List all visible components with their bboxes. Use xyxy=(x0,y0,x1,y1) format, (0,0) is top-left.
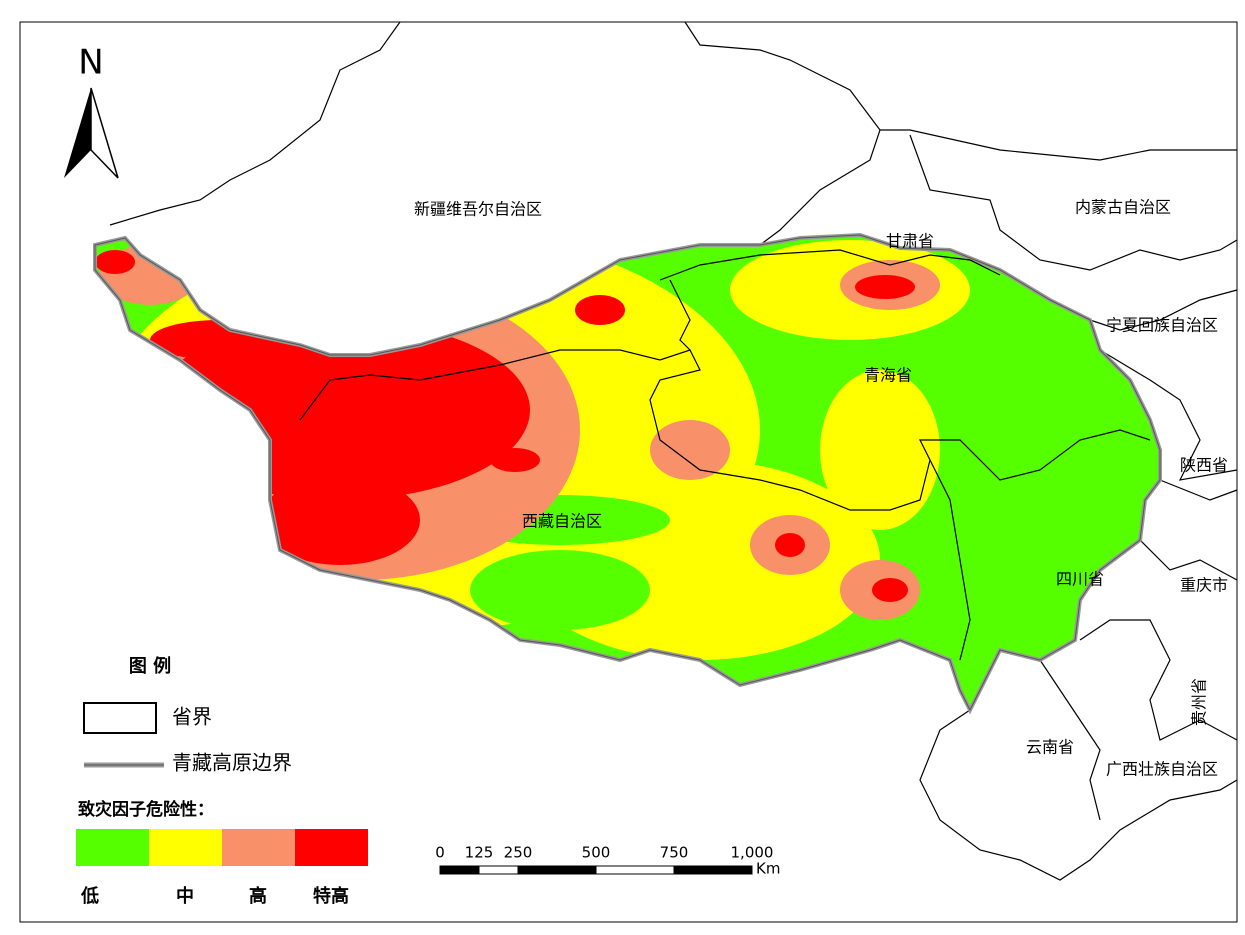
region-label: 内蒙古自治区 xyxy=(1075,198,1171,217)
region-label: 新疆维吾尔自治区 xyxy=(414,200,542,219)
legend-level-label: 低 xyxy=(80,885,99,907)
scale-unit: Km xyxy=(756,860,780,878)
legend-swatch xyxy=(76,829,149,866)
legend-swatch xyxy=(295,829,368,866)
scale-tick-label: 125 xyxy=(465,844,494,862)
scale-tick-label: 750 xyxy=(660,844,689,862)
north-label: N xyxy=(78,43,103,83)
scale-segment xyxy=(517,865,597,875)
scale-tick-label: 0 xyxy=(435,844,445,862)
map-frame xyxy=(19,21,1238,923)
hazard-zone xyxy=(872,578,908,602)
hazard-zone xyxy=(820,370,940,530)
scale-tick-label: 500 xyxy=(582,844,611,862)
hazard-zone xyxy=(490,448,540,472)
legend-level-label: 特高 xyxy=(313,885,349,907)
region-label: 陕西省 xyxy=(1180,456,1228,475)
hazard-zone xyxy=(575,295,625,325)
hazard-zone xyxy=(95,250,135,274)
hazard-zone xyxy=(775,533,805,557)
legend-label: 省界 xyxy=(172,705,212,729)
legend-level-label: 中 xyxy=(176,885,194,907)
region-label: 甘肃省 xyxy=(886,232,934,251)
scale-segment xyxy=(478,865,519,875)
north-arrow: N xyxy=(64,43,119,179)
hazard-zone xyxy=(470,550,650,630)
hazard-legend: 低 中 高 特高 xyxy=(76,829,368,907)
region-label: 广西壮族自治区 xyxy=(1106,760,1218,779)
province-lines xyxy=(109,21,1238,881)
legend-province-symbol xyxy=(83,702,157,734)
hazard-zone xyxy=(855,275,915,299)
region-label: 四川省 xyxy=(1056,570,1104,589)
region-label: 贵州省 xyxy=(1190,678,1209,726)
region-label: 云南省 xyxy=(1026,738,1074,757)
scale-segment xyxy=(595,865,675,875)
legend-swatch xyxy=(149,829,222,866)
hazard-zone xyxy=(260,475,420,565)
hazard-zone xyxy=(650,420,730,480)
region-label: 宁夏回族自治区 xyxy=(1106,316,1218,335)
inner-province-lines xyxy=(299,249,1151,661)
scale-segment xyxy=(673,865,753,875)
hazard-title: 致灾因子危险性： xyxy=(78,799,214,820)
scale-tick-label: 250 xyxy=(504,844,533,862)
region-label: 西藏自治区 xyxy=(522,512,602,531)
region-label: 重庆市 xyxy=(1180,576,1228,595)
legend-label: 青藏高原边界 xyxy=(172,751,292,775)
legend-title: 图 例 xyxy=(129,655,171,677)
legend-level-label: 高 xyxy=(249,885,267,907)
scale-tick-label: 1,000 xyxy=(731,844,774,862)
scale-segment xyxy=(439,865,480,875)
legend-swatch xyxy=(222,829,295,866)
region-label: 青海省 xyxy=(864,366,912,385)
hazard-surface xyxy=(95,235,1160,710)
